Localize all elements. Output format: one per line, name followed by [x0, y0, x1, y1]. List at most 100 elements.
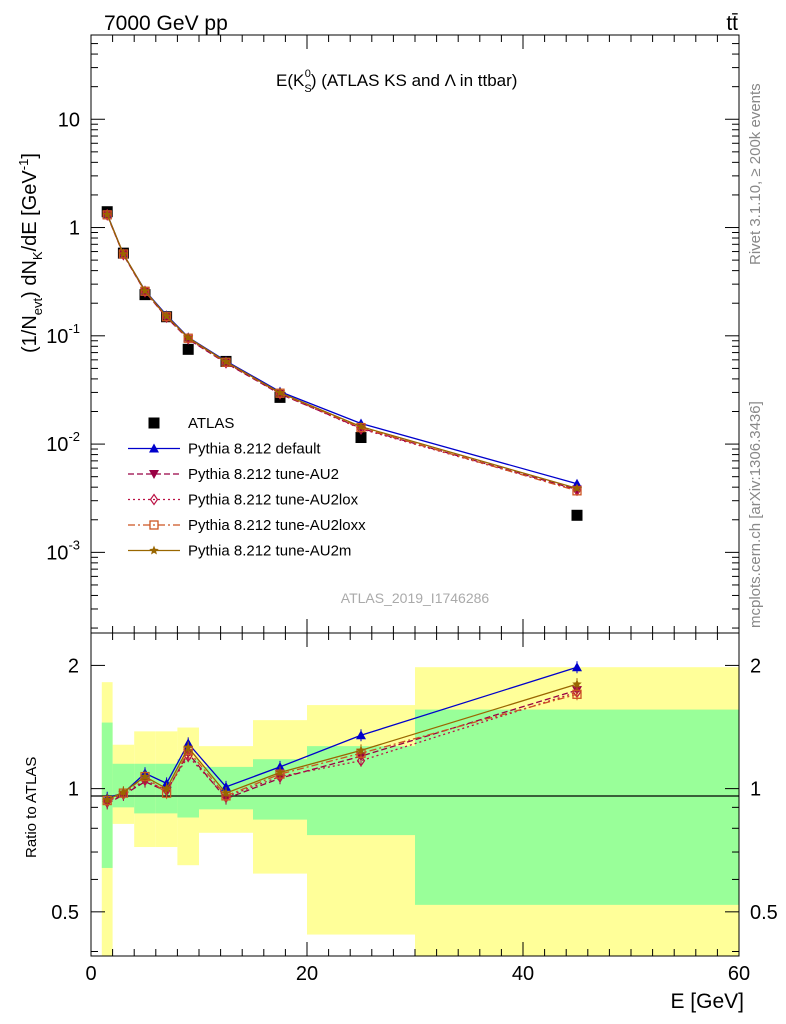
data-point — [140, 285, 150, 295]
series-line — [106, 213, 578, 485]
data-point — [356, 421, 366, 431]
top-panel-ytick-label: 10-1 — [46, 321, 80, 348]
header-left: 7000 GeV pp — [104, 12, 228, 35]
legend-marker — [149, 493, 159, 506]
x-tick-label: 0 — [85, 963, 96, 985]
ylabel-part-1: (1/N — [19, 315, 41, 353]
ytick-label-base: 10 — [46, 434, 68, 456]
data-point — [102, 209, 112, 219]
y-axis-label-top: (1/Nevt) dNK/dE [GeV-1] — [16, 153, 45, 353]
plot-title-sub: S — [304, 83, 311, 95]
legend-label: ATLAS — [188, 415, 234, 432]
side-text-top: Rivet 3.1.10, ≥ 200k events — [747, 83, 764, 265]
ratio-panel-series — [102, 661, 582, 810]
ratio-ytick-label-left: 0.5 — [51, 902, 79, 924]
ratio-panel: 0 20 40 60 0.5 0.5 1 1 2 2 — [51, 632, 778, 985]
legend-label: Pythia 8.212 default — [188, 441, 321, 458]
top-panel-ytick-label: 10 — [58, 109, 80, 131]
ratio-panel-ticks: 0 20 40 60 0.5 0.5 1 1 2 2 — [51, 633, 778, 985]
ratio-point — [572, 679, 582, 689]
ratio-uncertainty-bands — [101, 667, 739, 956]
ylabel-part-4: K — [30, 251, 45, 260]
data-point — [572, 478, 582, 488]
ratio-point — [356, 730, 366, 740]
top-panel-ytick-label: 1 — [69, 218, 80, 240]
x-tick-label: 20 — [296, 963, 318, 985]
side-text-bottom: mcplots.cern.ch [arXiv:1306.3436] — [747, 401, 764, 628]
ratio-point — [161, 783, 172, 793]
ratio-ytick-label-left: 1 — [68, 779, 79, 801]
data-point — [275, 387, 285, 397]
analysis-watermark: ATLAS_2019_I1746286 — [341, 590, 490, 606]
data-point — [118, 248, 129, 259]
ratio-point — [221, 788, 231, 798]
series-line — [106, 214, 578, 492]
data-point — [221, 356, 231, 366]
ratio-point — [572, 689, 582, 699]
legend-label: Pythia 8.212 tune-AU2m — [188, 543, 351, 560]
series-4-main — [102, 210, 582, 496]
x-axis-label: E [GeV] — [670, 990, 744, 1013]
legend-label: Pythia 8.212 tune-AU2 — [188, 466, 339, 483]
ylabel-part-6: -1 — [16, 159, 31, 171]
legend-entry: Pythia 8.212 tune-AU2m — [128, 543, 351, 560]
legend-marker — [149, 470, 159, 479]
ytick-label-base: 10 — [46, 542, 68, 564]
ratio-point — [275, 761, 285, 771]
plot-title-rest: ) (ATLAS KS and Λ in ttbar) — [311, 71, 518, 90]
top-panel-ytick-label: 10-3 — [46, 537, 80, 564]
data-point — [183, 332, 193, 342]
data-point — [161, 311, 172, 321]
series-line — [106, 214, 578, 489]
ylabel-part-7: ] — [19, 153, 41, 159]
data-point — [355, 432, 367, 444]
series-2-main — [102, 211, 582, 495]
ylabel-part-5: /dE [GeV — [19, 170, 41, 252]
ratio-point — [118, 787, 129, 797]
series-5-main — [102, 209, 582, 493]
header-right: tt̄ — [726, 12, 738, 35]
ratio-point — [221, 781, 231, 791]
legend-entry: Pythia 8.212 tune-AU2 — [128, 466, 339, 483]
legend-entry: Pythia 8.212 default — [128, 441, 321, 458]
legend-marker — [149, 520, 159, 530]
legend-label: Pythia 8.212 tune-AU2loxx — [188, 517, 366, 534]
data-point — [182, 343, 194, 355]
legend-label: Pythia 8.212 tune-AU2lox — [188, 492, 359, 509]
plot-title-main: E(K — [276, 71, 305, 90]
series-1-main — [102, 209, 582, 488]
ratio-point — [356, 745, 366, 755]
legend-marker — [149, 545, 159, 555]
data-point — [572, 483, 582, 493]
ratio-ytick-label-right: 1 — [750, 779, 761, 801]
main-panel-series — [101, 206, 583, 521]
top-panel-ytick-label: 10-2 — [46, 429, 80, 456]
legend-marker — [149, 443, 159, 453]
x-tick-label: 60 — [728, 963, 750, 985]
plot-title-sup: 0 — [305, 68, 311, 80]
series-line — [106, 214, 578, 491]
ratio-point — [183, 742, 193, 752]
ratio-point — [572, 662, 582, 672]
ratio-point — [275, 767, 285, 777]
ratio-line — [106, 691, 578, 803]
inner-band-bin — [415, 709, 739, 905]
ytick-label-base: 10 — [58, 109, 80, 131]
ylabel-part-2: evt — [30, 297, 45, 315]
ytick-label-exponent: -2 — [68, 429, 80, 444]
ytick-label-exponent: -3 — [68, 537, 80, 552]
ratio-ytick-label-left: 2 — [68, 655, 79, 677]
ylabel-part-3: ) dN — [19, 260, 41, 298]
data-point — [571, 509, 583, 521]
series-5-ratio — [102, 678, 582, 806]
ratio-ytick-label-right: 2 — [750, 655, 761, 677]
legend-entry: Pythia 8.212 tune-AU2lox — [128, 492, 359, 509]
ratio-point — [356, 754, 366, 767]
legend-marker — [148, 417, 160, 429]
legend-entry: Pythia 8.212 tune-AU2loxx — [128, 517, 366, 534]
inner-band-bin — [177, 759, 199, 818]
series-3-main — [102, 208, 582, 497]
